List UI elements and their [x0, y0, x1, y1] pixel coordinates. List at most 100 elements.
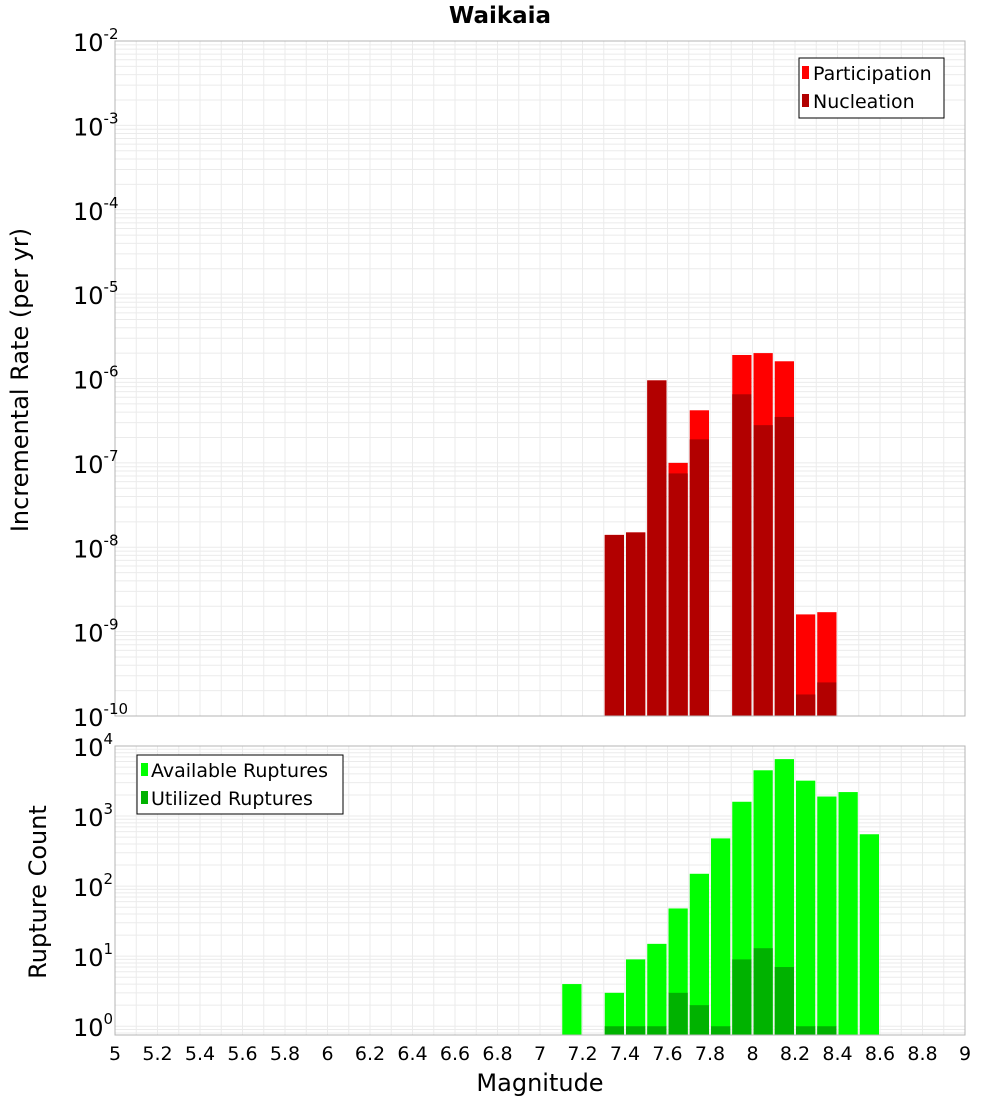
available-ruptures-bar [604, 992, 624, 1035]
y-tick-label: 100 [73, 1010, 113, 1042]
participation-bar [796, 614, 816, 716]
available-ruptures-bar [647, 943, 667, 1035]
y-tick-exponent: -4 [104, 194, 119, 212]
x-tick-label: 7 [534, 1043, 546, 1065]
top-panel: 10-2 10-3 10-4 10-5 10-6 10-7 10-8 10-9 10-10 In… [6, 25, 966, 732]
y-tick-label: 102 [73, 870, 113, 902]
utilized-ruptures-bar [817, 1026, 837, 1035]
x-tick-label: 8.8 [907, 1043, 937, 1065]
x-tick-label: 9 [959, 1043, 971, 1065]
y-tick-exponent: 0 [104, 1010, 114, 1028]
y-tick-exponent: -3 [104, 109, 119, 127]
y-tick-label: 10-3 [73, 109, 119, 141]
x-tick-label: 6.6 [440, 1043, 470, 1065]
y-tick-label: 10-5 [73, 278, 119, 310]
y-tick-exponent: 3 [104, 800, 114, 818]
legend-label-utilized-ruptures: Utilized Ruptures [151, 788, 313, 810]
available-ruptures-bar [796, 780, 816, 1035]
utilized-ruptures-bar [689, 1005, 709, 1035]
bottom-legend-box [136, 754, 344, 815]
bottom-legend: Available Ruptures Utilized Ruptures [136, 754, 344, 815]
y-tick-exponent: 1 [104, 940, 114, 958]
x-tick-label: 8.6 [865, 1043, 895, 1065]
x-tick-label: 5.8 [270, 1043, 300, 1065]
available-ruptures-bar [689, 873, 709, 1035]
y-tick-exponent: 2 [104, 870, 114, 888]
chart-title: Waikaia [449, 3, 551, 29]
x-tick-label: 8.2 [780, 1043, 810, 1065]
legend-swatch-nucleation [802, 94, 809, 107]
y-tick-exponent: -2 [104, 25, 119, 43]
x-tick-label: 7.2 [567, 1043, 597, 1065]
utilized-ruptures-bar [732, 959, 752, 1035]
x-tick-label: 7.8 [695, 1043, 725, 1065]
y-tick-exponent: -9 [104, 616, 119, 634]
x-tick-label: 5.4 [185, 1043, 215, 1065]
y-tick-label: 10-2 [73, 25, 119, 57]
legend-swatch-available-ruptures [141, 763, 148, 776]
legend-label-available-ruptures: Available Ruptures [151, 760, 328, 782]
utilized-ruptures-bar [753, 948, 773, 1035]
top-plot-frame [114, 40, 966, 717]
top-y-axis-label: Incremental Rate (per yr) [6, 228, 34, 532]
utilized-ruptures-bar [796, 1026, 816, 1035]
x-tick-label: 7.4 [610, 1043, 640, 1065]
y-tick-exponent: -8 [104, 531, 119, 549]
top-gridlines [114, 41, 966, 717]
nucleation-bar [626, 532, 646, 716]
x-tick-label: 8.4 [822, 1043, 852, 1065]
y-tick-exponent: -5 [104, 278, 119, 296]
nucleation-bar [753, 425, 773, 716]
y-tick-exponent: 4 [104, 730, 114, 748]
legend-label-participation: Participation [813, 63, 932, 85]
nucleation-bar [689, 439, 709, 716]
y-tick-label: 101 [73, 940, 113, 972]
utilized-ruptures-bar [711, 1026, 731, 1035]
x-tick-label: 6 [321, 1043, 333, 1065]
available-ruptures-bar [817, 796, 837, 1035]
bottom-bars [562, 759, 879, 1035]
y-tick-label: 103 [73, 800, 113, 832]
utilized-ruptures-bar [647, 1026, 667, 1035]
x-axis-label: Magnitude [476, 1069, 603, 1097]
available-ruptures-bar [838, 792, 858, 1035]
legend-swatch-utilized-ruptures [141, 791, 148, 804]
y-tick-exponent: -6 [104, 363, 119, 381]
x-tick-label: 8 [746, 1043, 758, 1065]
utilized-ruptures-bar [668, 992, 688, 1035]
utilized-ruptures-bar [604, 1026, 624, 1035]
nucleation-bar [647, 380, 667, 716]
y-tick-label: 10-8 [73, 531, 119, 563]
y-tick-label: 10-6 [73, 363, 119, 395]
x-tick-label: 6.2 [355, 1043, 385, 1065]
x-tick-label: 6.4 [397, 1043, 427, 1065]
available-ruptures-bar [711, 838, 731, 1035]
x-tick-label: 5 [109, 1043, 121, 1065]
available-ruptures-bar [774, 759, 794, 1035]
nucleation-bar [774, 416, 794, 716]
top-bars [604, 353, 837, 716]
nucleation-bar [668, 473, 688, 716]
x-tick-label: 5.2 [142, 1043, 172, 1065]
nucleation-bar [796, 694, 816, 716]
nucleation-bar [817, 682, 837, 716]
nucleation-bar [732, 394, 752, 716]
bottom-y-axis-label: Rupture Count [24, 805, 52, 979]
legend-swatch-participation [802, 66, 809, 79]
bottom-plot-frame [114, 745, 966, 1036]
x-tick-labels: 5 5.2 5.4 5.6 5.8 6 6.2 6.4 6.6 6.8 7 7.2 7.4 7.6 7.8 8… [109, 1043, 971, 1065]
available-ruptures-bar [626, 959, 646, 1035]
x-tick-label: 6.8 [482, 1043, 512, 1065]
utilized-ruptures-bar [626, 1026, 646, 1035]
y-tick-label: 10-10 [73, 700, 128, 732]
nucleation-bar [604, 534, 624, 716]
top-legend: Participation Nucleation [798, 57, 945, 119]
y-tick-label: 104 [73, 730, 113, 762]
y-tick-label: 10-4 [73, 194, 119, 226]
top-y-tick-labels: 10-2 10-3 10-4 10-5 10-6 10-7 10-8 10-9 10-10 [73, 25, 128, 732]
top-legend-box [798, 57, 945, 119]
x-tick-label: 7.6 [652, 1043, 682, 1065]
